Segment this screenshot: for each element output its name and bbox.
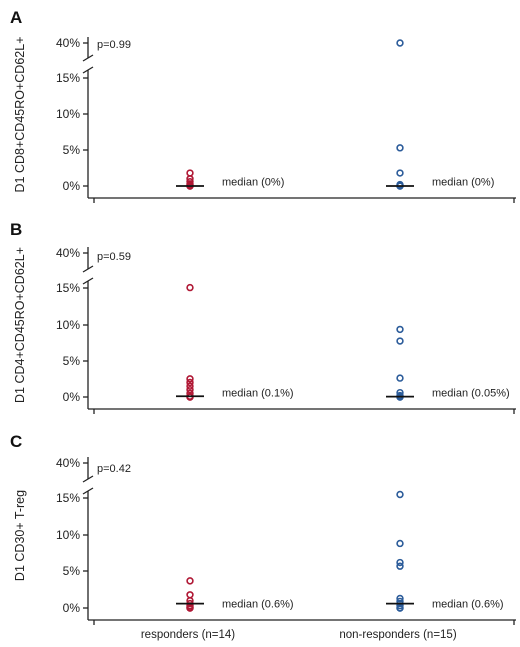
data-point bbox=[186, 169, 194, 177]
data-point bbox=[396, 374, 404, 382]
median-label: median (0%) bbox=[432, 177, 494, 189]
data-point bbox=[396, 604, 404, 612]
median-label: median (0.1%) bbox=[222, 388, 294, 400]
axis-break-mark bbox=[82, 54, 94, 62]
y-tick-label: 10% bbox=[56, 528, 80, 542]
axis-break-mark bbox=[82, 277, 94, 285]
data-point bbox=[396, 558, 404, 567]
median-label: median (0%) bbox=[222, 177, 284, 189]
y-tick-label: 40% bbox=[56, 246, 80, 260]
x-category-label: responders (n=14) bbox=[141, 629, 235, 641]
y-tick-label: 5% bbox=[63, 354, 81, 368]
data-point bbox=[396, 539, 404, 548]
data-point bbox=[396, 388, 404, 397]
y-axis-label: D1 CD4+CD45RO+CD62L+ bbox=[13, 247, 27, 403]
p-value: p=0.59 bbox=[97, 251, 131, 263]
median-label: median (0.05%) bbox=[432, 388, 510, 400]
y-axis-label: D1 CD8+CD45RO+CD62L+ bbox=[13, 37, 27, 193]
y-tick-label: 15% bbox=[56, 491, 80, 505]
axis-break-mark bbox=[82, 265, 94, 273]
y-tick-label: 0% bbox=[63, 390, 81, 404]
y-tick-label: 10% bbox=[56, 107, 80, 121]
data-point bbox=[186, 382, 194, 390]
panel-letter: B bbox=[10, 220, 22, 239]
data-point bbox=[396, 562, 404, 570]
x-category-label: non-responders (n=15) bbox=[339, 629, 456, 641]
axis-break-mark bbox=[82, 487, 94, 495]
panel-b: Bp=0.59 D1 CD4+CD45RO+CD62L+ 40% 15% 10% 5% 0%… bbox=[10, 220, 516, 414]
data-point bbox=[186, 283, 194, 292]
data-point bbox=[186, 375, 194, 383]
y-tick-label: 5% bbox=[63, 143, 81, 157]
data-point bbox=[396, 337, 404, 345]
panel-letter: A bbox=[10, 8, 22, 27]
y-axis-label: D1 CD30+ T-reg bbox=[13, 490, 27, 581]
median-label: median (0.6%) bbox=[432, 599, 504, 611]
y-tick-label: 5% bbox=[63, 564, 81, 578]
y-tick-label: 10% bbox=[56, 318, 80, 332]
data-point bbox=[396, 325, 404, 334]
data-point bbox=[186, 577, 194, 585]
panel-a: Ap=0.99 D1 CD8+CD45RO+CD62L+ 40% 15% 10% 5% 0%… bbox=[10, 8, 516, 203]
y-tick-label: 0% bbox=[63, 601, 81, 615]
panel-c: Cp=0.42 D1 CD30+ T-reg 40% 15% 10% 5% 0% median… bbox=[10, 432, 516, 641]
data-point bbox=[396, 490, 404, 499]
data-point bbox=[186, 591, 194, 599]
y-tick-label: 15% bbox=[56, 71, 80, 85]
axis-break-mark bbox=[82, 475, 94, 483]
y-tick-label: 40% bbox=[56, 456, 80, 470]
data-point bbox=[396, 144, 404, 152]
data-point bbox=[186, 604, 194, 612]
panel-letter: C bbox=[10, 432, 22, 451]
data-point bbox=[396, 39, 404, 47]
p-value: p=0.99 bbox=[97, 39, 131, 51]
y-tick-label: 40% bbox=[56, 36, 80, 50]
axis-break-mark bbox=[82, 66, 94, 74]
y-tick-label: 15% bbox=[56, 281, 80, 295]
p-value: p=0.42 bbox=[97, 463, 131, 475]
median-label: median (0.6%) bbox=[222, 599, 294, 611]
data-point bbox=[396, 169, 404, 177]
y-tick-label: 0% bbox=[63, 179, 81, 193]
data-point bbox=[186, 378, 194, 387]
